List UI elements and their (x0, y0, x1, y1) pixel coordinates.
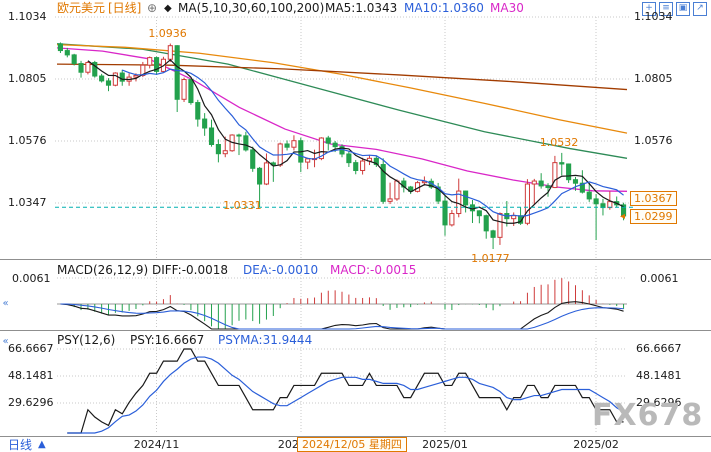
ma-line-MA5 (87, 59, 624, 224)
candle-body (305, 158, 311, 163)
ma-line-MA100 (56, 43, 628, 134)
candle-body (78, 63, 84, 73)
candle-body (188, 79, 194, 104)
candle-body (394, 180, 400, 200)
candle-body (511, 215, 517, 220)
candle-body (243, 135, 249, 151)
candle-body (215, 143, 221, 155)
candle-body (380, 164, 386, 202)
candle-body (483, 215, 489, 232)
candle-body (325, 137, 331, 144)
ma-line-MA60 (56, 43, 628, 159)
candle-body (524, 183, 530, 224)
candle-body (112, 72, 118, 86)
candle-body (291, 140, 297, 148)
candle-body (99, 75, 105, 82)
psyma-line (67, 356, 624, 434)
candle-body (593, 198, 599, 205)
candle-body (442, 200, 448, 226)
candle-body (257, 167, 263, 185)
candle-body (119, 72, 125, 82)
candle-body (64, 50, 70, 56)
candle-body (250, 149, 256, 169)
candle-body (552, 162, 558, 189)
candle-body (456, 190, 462, 215)
diff-line (60, 301, 624, 330)
candle-body (105, 80, 112, 86)
psy-line (67, 348, 624, 434)
candle-body (607, 201, 613, 209)
candle-body (174, 45, 180, 100)
candle-body (57, 43, 63, 52)
candle-body (579, 182, 585, 193)
candle-body (497, 213, 503, 238)
candle-body (195, 102, 201, 120)
ma-line-MA10 (122, 68, 624, 217)
candle-body (71, 54, 77, 65)
candle-body (154, 57, 160, 72)
candle-body (236, 134, 242, 137)
candle-body (545, 185, 551, 189)
candle-body (360, 160, 366, 171)
candle-body (572, 179, 579, 184)
dea-line (60, 303, 624, 330)
candle-body (332, 142, 338, 148)
candle-body (167, 45, 173, 60)
candle-body (621, 204, 627, 217)
candle-body (133, 74, 139, 78)
candle-body (373, 157, 379, 166)
candle-body (85, 61, 91, 73)
candle-body (202, 118, 208, 129)
candle-body (353, 162, 359, 171)
candle-body (147, 57, 153, 66)
candle-body (559, 162, 565, 165)
candle-body (387, 198, 393, 202)
candle-body (566, 163, 572, 181)
candle-body (469, 204, 476, 212)
candle-body (490, 230, 496, 238)
candle-body (318, 137, 324, 160)
candle-body (263, 162, 270, 185)
candle-body (538, 180, 544, 187)
candle-body (463, 190, 469, 206)
candle-body (92, 61, 98, 77)
candle-body (476, 210, 482, 217)
candle-body (346, 153, 352, 164)
candle-body (208, 127, 215, 145)
candle-body (222, 150, 228, 155)
candle-body (181, 79, 187, 100)
candle-body (284, 143, 290, 148)
candle-body (586, 191, 592, 200)
candle-body (449, 213, 455, 226)
candle-body (531, 180, 537, 185)
